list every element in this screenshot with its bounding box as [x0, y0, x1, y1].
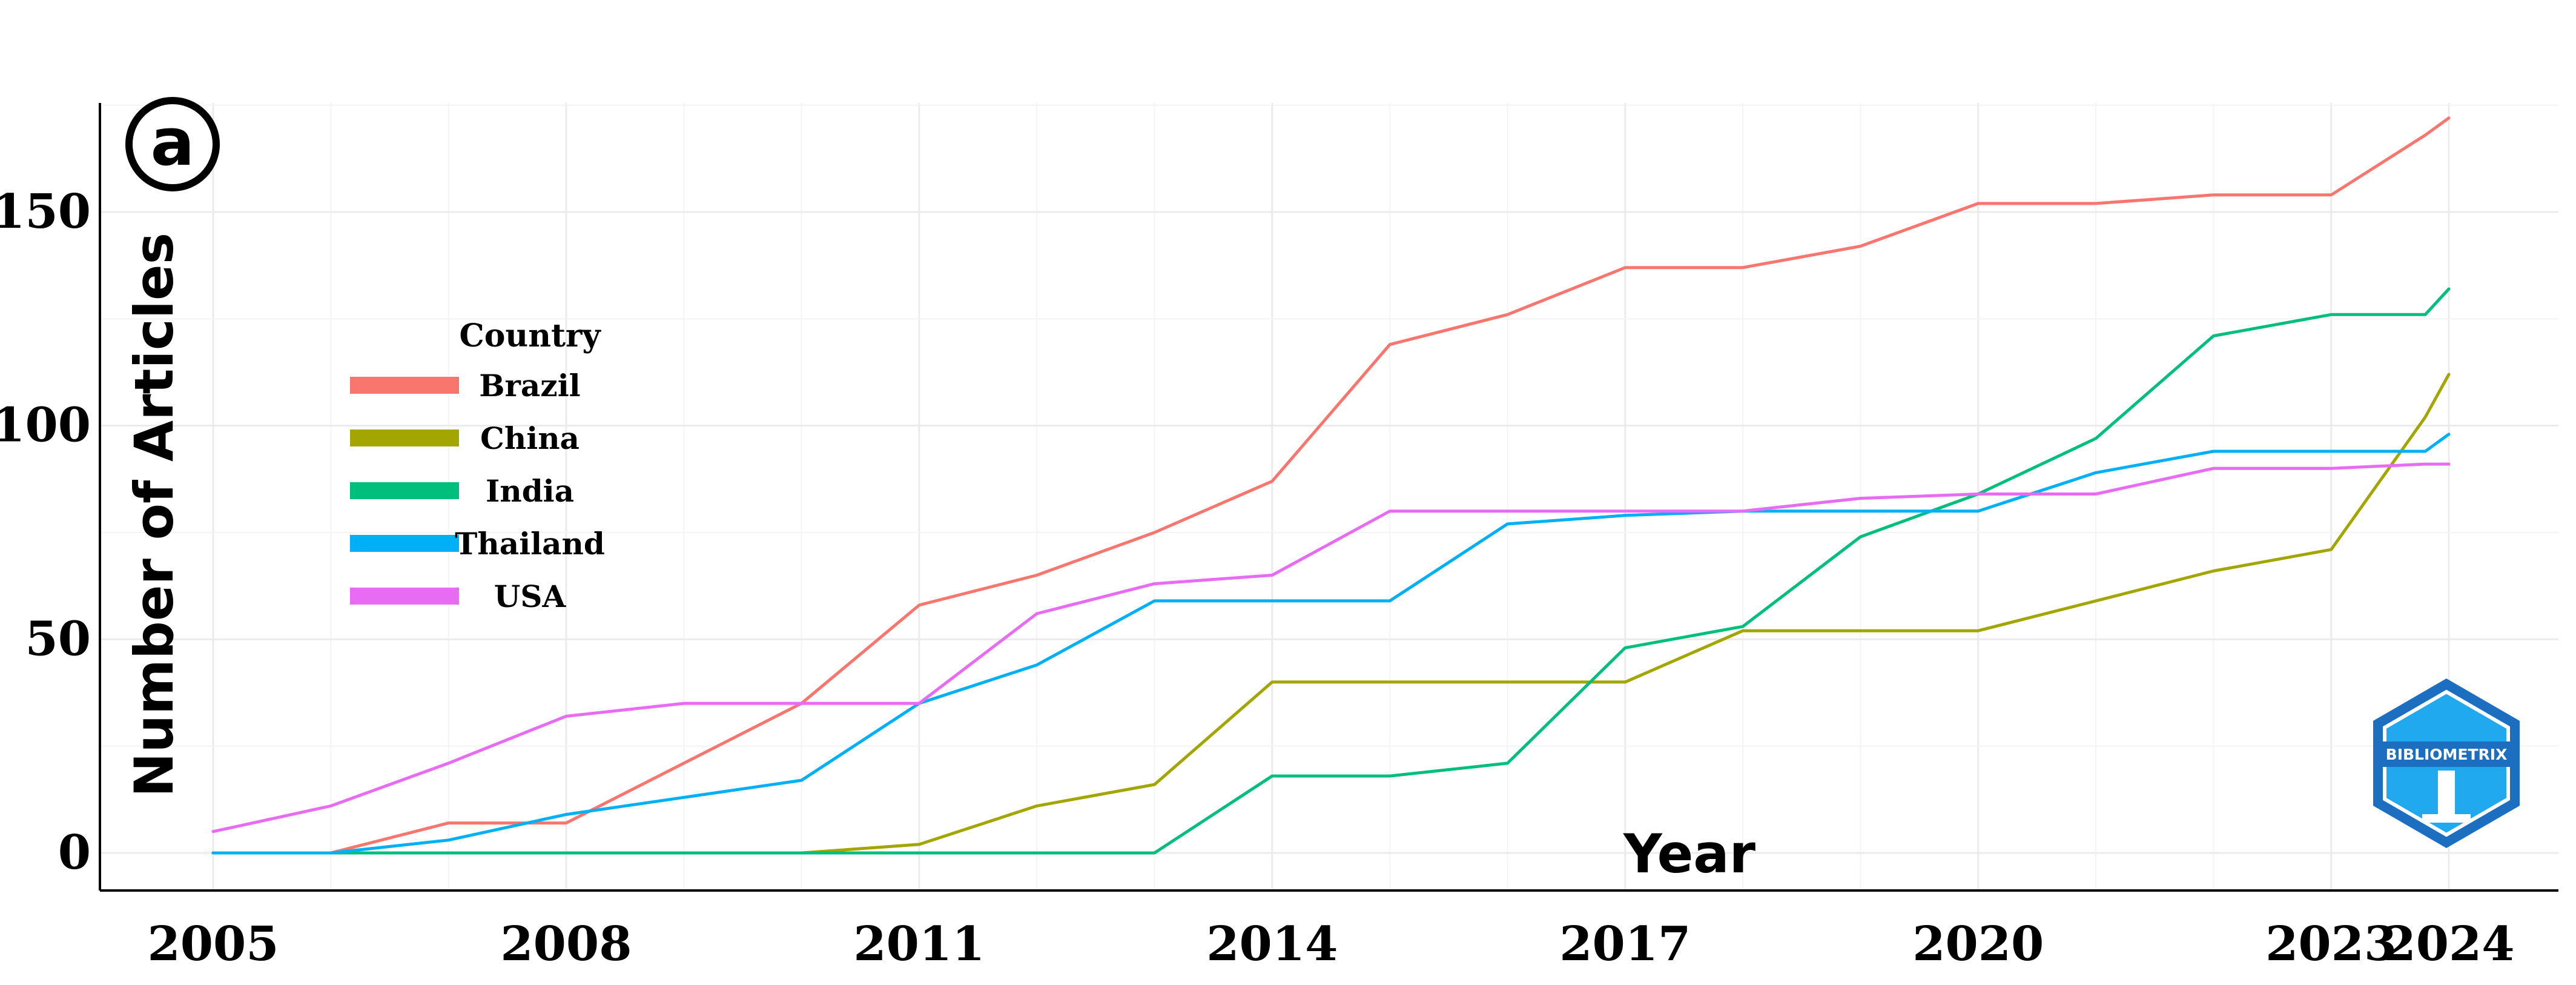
y-tick-label: 0	[58, 825, 91, 880]
legend-label-india: India	[486, 473, 574, 509]
panel-label: a	[151, 105, 195, 181]
legend-swatch-brazil	[350, 377, 459, 394]
y-tick-label: 50	[25, 611, 91, 666]
legend-swatch-thailand	[350, 535, 459, 552]
legend-swatch-india	[350, 482, 459, 499]
x-tick-label: 2005	[147, 917, 279, 972]
series-line-usa	[211, 462, 2451, 834]
series-line-india	[211, 287, 2451, 855]
legend-label-usa: USA	[494, 579, 567, 614]
panel-label-circle	[125, 97, 220, 191]
legend-title: Country	[459, 317, 601, 354]
legend: Country Brazil China India Thailand USA	[350, 317, 605, 614]
series-lines	[211, 116, 2451, 855]
legend-label-brazil: Brazil	[479, 368, 580, 403]
series-line-brazil	[211, 116, 2451, 855]
y-tick-labels: 0 50 100 150	[0, 184, 91, 880]
x-tick-label: 2014	[1206, 917, 1338, 972]
logo-lighthouse-tower	[2438, 771, 2455, 815]
x-tick-label: 2008	[500, 917, 632, 972]
legend-label-china: China	[480, 420, 580, 456]
x-axis-title: Year	[1623, 823, 1756, 885]
panel-label-badge: a	[125, 97, 220, 191]
series-line-thailand	[211, 433, 2451, 855]
y-tick-label: 150	[0, 184, 91, 239]
bibliometrix-logo: BIBLIOMETRIX	[2373, 678, 2520, 848]
x-tick-label: 2023	[2265, 917, 2397, 972]
y-axis-title: Number of Articles	[123, 233, 185, 797]
axes	[99, 103, 2558, 892]
x-tick-label: 2020	[1912, 917, 2044, 972]
logo-banner	[2375, 741, 2518, 767]
grid	[100, 103, 2558, 890]
legend-label-thailand: Thailand	[455, 526, 605, 562]
legend-swatch-usa	[350, 588, 459, 605]
legend-swatch-china	[350, 429, 459, 446]
logo-text: BIBLIOMETRIX	[2386, 746, 2508, 763]
x-tick-label: 2017	[1559, 917, 1691, 972]
logo-lighthouse-base	[2422, 814, 2471, 823]
x-tick-label: 2011	[853, 917, 985, 972]
y-tick-label: 100	[0, 398, 91, 453]
x-tick-label: 2024	[2383, 917, 2514, 972]
